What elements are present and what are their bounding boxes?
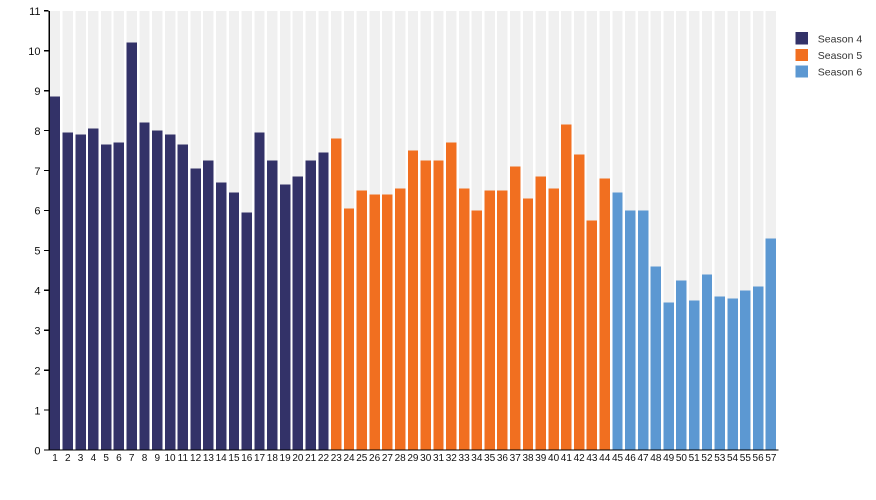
svg-text:54: 54: [727, 453, 739, 464]
svg-text:3: 3: [34, 326, 40, 338]
svg-text:34: 34: [471, 453, 483, 464]
svg-text:37: 37: [510, 453, 522, 464]
svg-text:Season 4: Season 4: [818, 33, 863, 45]
svg-text:9: 9: [34, 86, 40, 98]
svg-text:5: 5: [103, 453, 109, 464]
svg-text:38: 38: [522, 453, 534, 464]
svg-text:2: 2: [65, 453, 71, 464]
svg-text:8: 8: [142, 453, 148, 464]
svg-text:Season 5: Season 5: [818, 50, 863, 62]
svg-text:5: 5: [34, 246, 40, 258]
svg-text:49: 49: [663, 453, 675, 464]
svg-text:35: 35: [484, 453, 496, 464]
svg-text:22: 22: [318, 453, 330, 464]
svg-text:18: 18: [267, 453, 279, 464]
svg-text:17: 17: [254, 453, 266, 464]
svg-text:11: 11: [29, 6, 40, 18]
svg-text:2: 2: [34, 365, 40, 377]
svg-text:16: 16: [241, 453, 253, 464]
svg-text:15: 15: [228, 453, 240, 464]
svg-text:4: 4: [91, 453, 97, 464]
svg-text:9: 9: [154, 453, 160, 464]
svg-text:51: 51: [689, 453, 701, 464]
svg-text:12: 12: [190, 453, 202, 464]
svg-text:47: 47: [637, 453, 649, 464]
svg-text:39: 39: [535, 453, 547, 464]
svg-text:1: 1: [52, 453, 58, 464]
svg-text:44: 44: [599, 453, 611, 464]
svg-text:29: 29: [407, 453, 419, 464]
svg-text:42: 42: [574, 453, 586, 464]
svg-text:33: 33: [459, 453, 471, 464]
svg-text:Season 6: Season 6: [818, 67, 863, 79]
svg-text:3: 3: [78, 453, 84, 464]
svg-text:45: 45: [612, 453, 624, 464]
svg-text:31: 31: [433, 453, 445, 464]
svg-text:4: 4: [34, 286, 40, 298]
svg-text:57: 57: [765, 453, 777, 464]
svg-text:27: 27: [382, 453, 394, 464]
svg-text:21: 21: [305, 453, 317, 464]
svg-text:24: 24: [343, 453, 355, 464]
svg-text:1: 1: [34, 405, 40, 417]
svg-text:7: 7: [129, 453, 135, 464]
svg-text:0: 0: [34, 445, 40, 457]
svg-text:56: 56: [753, 453, 765, 464]
svg-text:32: 32: [446, 453, 458, 464]
svg-text:50: 50: [676, 453, 688, 464]
svg-text:14: 14: [216, 453, 228, 464]
svg-text:46: 46: [625, 453, 637, 464]
svg-text:6: 6: [34, 206, 40, 218]
svg-text:55: 55: [740, 453, 752, 464]
svg-text:36: 36: [497, 453, 509, 464]
svg-text:11: 11: [178, 453, 189, 464]
svg-text:13: 13: [203, 453, 215, 464]
svg-text:8: 8: [34, 126, 40, 138]
svg-text:41: 41: [561, 453, 573, 464]
svg-text:28: 28: [395, 453, 407, 464]
svg-text:52: 52: [701, 453, 713, 464]
svg-text:26: 26: [369, 453, 381, 464]
svg-text:30: 30: [420, 453, 432, 464]
svg-text:10: 10: [28, 46, 40, 58]
svg-text:53: 53: [714, 453, 726, 464]
svg-text:40: 40: [548, 453, 560, 464]
svg-text:48: 48: [650, 453, 662, 464]
svg-text:20: 20: [292, 453, 304, 464]
svg-text:19: 19: [280, 453, 292, 464]
svg-text:43: 43: [586, 453, 598, 464]
svg-text:25: 25: [356, 453, 368, 464]
svg-text:6: 6: [116, 453, 122, 464]
svg-text:7: 7: [34, 166, 40, 178]
svg-text:23: 23: [331, 453, 343, 464]
svg-text:10: 10: [164, 453, 176, 464]
